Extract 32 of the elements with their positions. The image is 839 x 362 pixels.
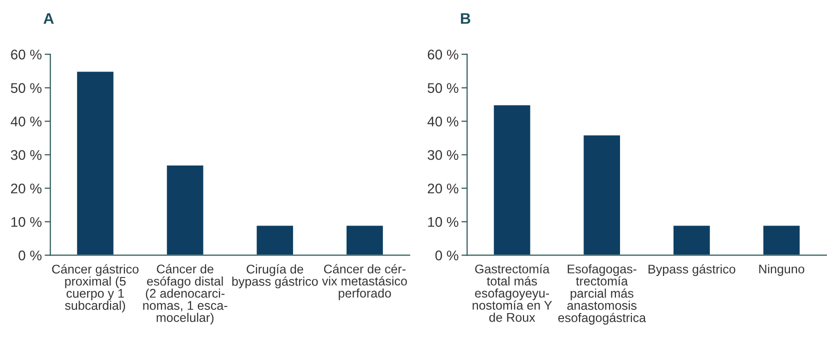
bar <box>672 224 712 256</box>
y-tick-label: 0 % <box>435 250 458 260</box>
chart-title: A <box>44 13 54 24</box>
bar <box>762 224 802 256</box>
y-tick-label: 40 % <box>10 116 42 126</box>
x-tick-label: Cáncer gástrico proximal (5 cuerpo y 1 subcardial) <box>52 264 138 312</box>
y-tick-label: 20 % <box>11 184 42 194</box>
y-tick-label: 60 % <box>11 50 42 60</box>
bar <box>166 164 205 256</box>
chart-title: B <box>460 13 470 24</box>
x-tick-label: Cirugía de bypass gástrico <box>232 264 318 288</box>
x-tick-label: Cáncer de esófago distal (2 adenocarci- nomas, 1 esca- mocelular) <box>143 264 228 324</box>
bar <box>582 134 622 256</box>
y-tick-label: 30 % <box>10 150 42 160</box>
y-tick-label: 60 % <box>428 50 458 60</box>
y-tick-label: 50 % <box>428 83 458 93</box>
x-tick-label: Esofagogas- trectomía parcial más anastomosis esofagogástrica <box>558 264 646 325</box>
y-tick-label: 10 % <box>11 217 42 227</box>
y-tick-label: 10 % <box>428 217 458 227</box>
bar <box>255 224 294 256</box>
bar <box>492 104 532 256</box>
x-tick-label: Cáncer de cér- vix metastásico perforado <box>322 264 407 300</box>
y-tick-label: 0 % <box>18 250 42 260</box>
y-tick-label: 20 % <box>428 184 458 194</box>
x-tick-label: Bypass gástrico <box>648 264 736 276</box>
y-tick-label: 30 % <box>428 150 458 160</box>
bar <box>345 224 384 256</box>
y-tick-label: 50 % <box>10 83 42 93</box>
y-tick-label: 40 % <box>427 116 458 126</box>
x-tick-label: Gastrectomía total más esofagoyeyu- nostomía en Y de Roux <box>472 264 552 322</box>
x-tick-label: Ninguno <box>759 264 804 276</box>
bar <box>76 70 115 256</box>
